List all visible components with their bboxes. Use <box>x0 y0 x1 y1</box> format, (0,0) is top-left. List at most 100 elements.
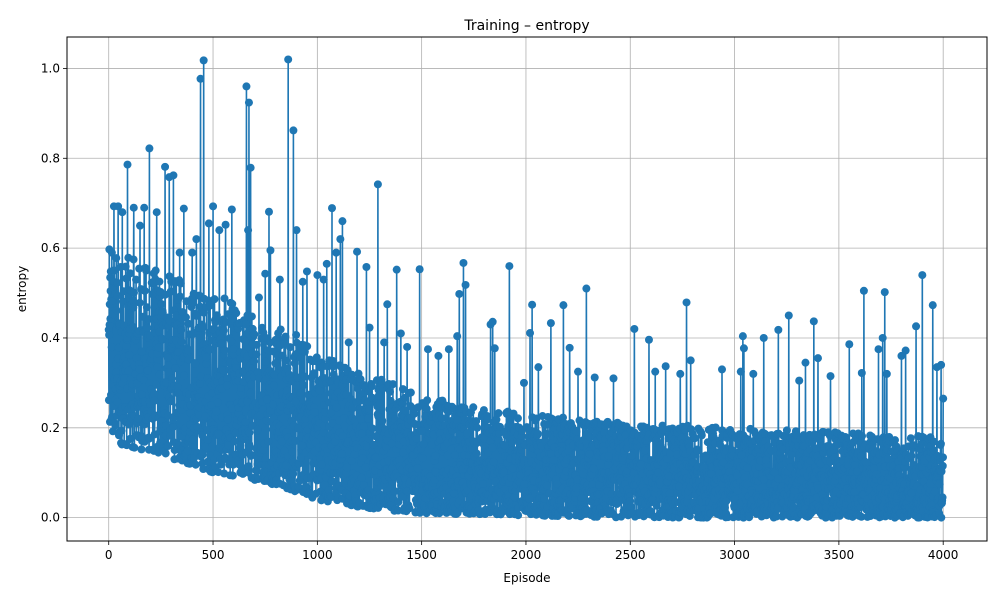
data-point <box>759 333 768 342</box>
data-point <box>176 292 185 301</box>
data-point <box>772 512 781 521</box>
data-point <box>259 445 268 454</box>
data-point <box>371 453 380 462</box>
data-point <box>105 330 114 339</box>
data-point <box>715 469 724 478</box>
data-point <box>270 371 279 380</box>
data-point <box>348 404 357 413</box>
data-point <box>298 277 307 286</box>
data-point <box>711 423 720 432</box>
data-point <box>514 511 523 520</box>
data-point <box>907 489 916 498</box>
data-point <box>431 451 440 460</box>
data-point <box>271 359 280 368</box>
data-point <box>281 356 290 365</box>
data-point <box>217 339 226 348</box>
data-point <box>237 383 246 392</box>
data-point <box>396 329 405 338</box>
data-point <box>450 450 459 459</box>
data-point <box>937 360 946 369</box>
data-point <box>361 463 370 472</box>
data-point <box>494 409 503 418</box>
data-point <box>145 379 154 388</box>
data-point <box>672 450 681 459</box>
data-point <box>500 441 509 450</box>
data-point <box>292 330 301 339</box>
data-point <box>322 259 331 268</box>
data-point <box>338 217 347 226</box>
data-point <box>332 248 341 257</box>
data-point <box>107 248 116 257</box>
data-point <box>114 202 123 211</box>
data-point <box>244 462 253 471</box>
data-point <box>841 432 850 441</box>
data-point <box>245 428 254 437</box>
data-point <box>718 365 726 374</box>
data-point <box>644 335 653 344</box>
data-point <box>290 359 299 368</box>
data-point <box>228 471 237 480</box>
data-point <box>264 437 273 446</box>
data-point <box>212 311 221 320</box>
data-point <box>196 372 205 381</box>
data-point <box>281 332 290 341</box>
data-point <box>488 317 497 326</box>
data-point <box>565 343 574 352</box>
data-point <box>247 380 256 389</box>
data-point <box>336 235 345 244</box>
data-point <box>201 442 210 451</box>
data-point <box>252 350 261 359</box>
data-point <box>204 219 213 228</box>
data-point <box>369 440 378 449</box>
data-point <box>760 475 769 484</box>
data-point <box>183 446 192 455</box>
data-point <box>181 313 190 322</box>
data-point <box>173 383 182 392</box>
data-point <box>505 262 514 271</box>
data-point <box>337 449 346 458</box>
data-point <box>930 487 939 496</box>
data-point <box>276 325 285 334</box>
data-point <box>406 388 415 397</box>
data-point <box>124 420 133 429</box>
data-point <box>142 266 151 275</box>
data-point <box>738 332 747 341</box>
data-point <box>387 439 396 448</box>
data-point <box>449 489 458 498</box>
data-point <box>415 265 424 274</box>
data-point <box>220 294 229 303</box>
data-point <box>736 367 745 376</box>
data-point <box>874 345 883 354</box>
data-point <box>210 295 219 304</box>
data-point <box>169 423 178 432</box>
data-point <box>191 460 200 469</box>
data-point <box>296 354 305 363</box>
data-point <box>124 366 133 375</box>
y-tick-label: 0.2 <box>41 421 60 435</box>
data-point <box>175 248 184 257</box>
data-point <box>540 494 549 503</box>
data-point <box>489 457 498 466</box>
data-point <box>244 226 253 235</box>
data-point <box>206 301 215 310</box>
data-point <box>221 220 230 229</box>
data-point <box>163 411 172 420</box>
data-point <box>675 482 684 491</box>
data-point <box>205 345 214 354</box>
data-point <box>365 323 374 332</box>
data-point <box>682 298 691 307</box>
data-point <box>166 431 175 440</box>
data-point <box>150 396 159 405</box>
data-point <box>293 381 302 390</box>
data-point <box>118 297 127 306</box>
data-point <box>376 399 385 408</box>
data-point <box>192 235 201 244</box>
data-point <box>427 440 436 449</box>
data-point <box>123 160 132 169</box>
data-point <box>320 480 329 489</box>
data-point <box>693 446 702 455</box>
data-point <box>779 445 788 454</box>
data-point <box>245 443 254 452</box>
data-point <box>192 311 201 320</box>
data-point <box>534 363 543 372</box>
